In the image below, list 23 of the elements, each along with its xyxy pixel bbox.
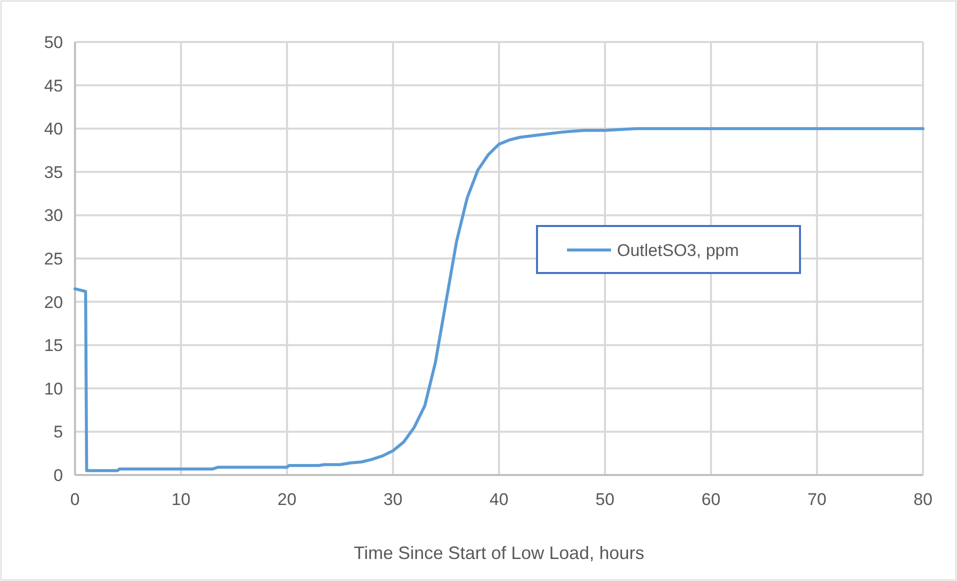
x-tick-label: 20 bbox=[278, 490, 296, 509]
y-tick-label: 0 bbox=[54, 466, 63, 485]
x-tick-label: 60 bbox=[702, 490, 720, 509]
line-series bbox=[74, 127, 924, 472]
y-tick-label: 20 bbox=[44, 292, 63, 312]
y-tick-label: 40 bbox=[44, 120, 63, 139]
x-tick-label: 40 bbox=[490, 490, 508, 509]
x-tick-label: 50 bbox=[596, 490, 614, 509]
legend-label: OutletSO3, ppm bbox=[617, 240, 739, 260]
x-tick-label: 0 bbox=[70, 490, 80, 509]
x-tick-label: 70 bbox=[808, 490, 826, 509]
y-tick-label: 10 bbox=[44, 379, 63, 398]
y-tick-label: 25 bbox=[44, 249, 63, 268]
x-tick-label: 10 bbox=[172, 490, 190, 509]
x-tick-label: 30 bbox=[384, 490, 402, 509]
y-tick-label: 30 bbox=[44, 206, 63, 226]
x-axis-title: Time Since Start of Low Load, hours bbox=[354, 543, 644, 563]
y-tick-label: 45 bbox=[44, 76, 63, 96]
y-tick-label: 15 bbox=[44, 336, 63, 356]
y-tick-label: 5 bbox=[54, 422, 63, 442]
y-tick-label: 35 bbox=[44, 162, 63, 182]
y-tick-label: 50 bbox=[44, 32, 63, 52]
x-tick-label: 80 bbox=[914, 490, 932, 509]
